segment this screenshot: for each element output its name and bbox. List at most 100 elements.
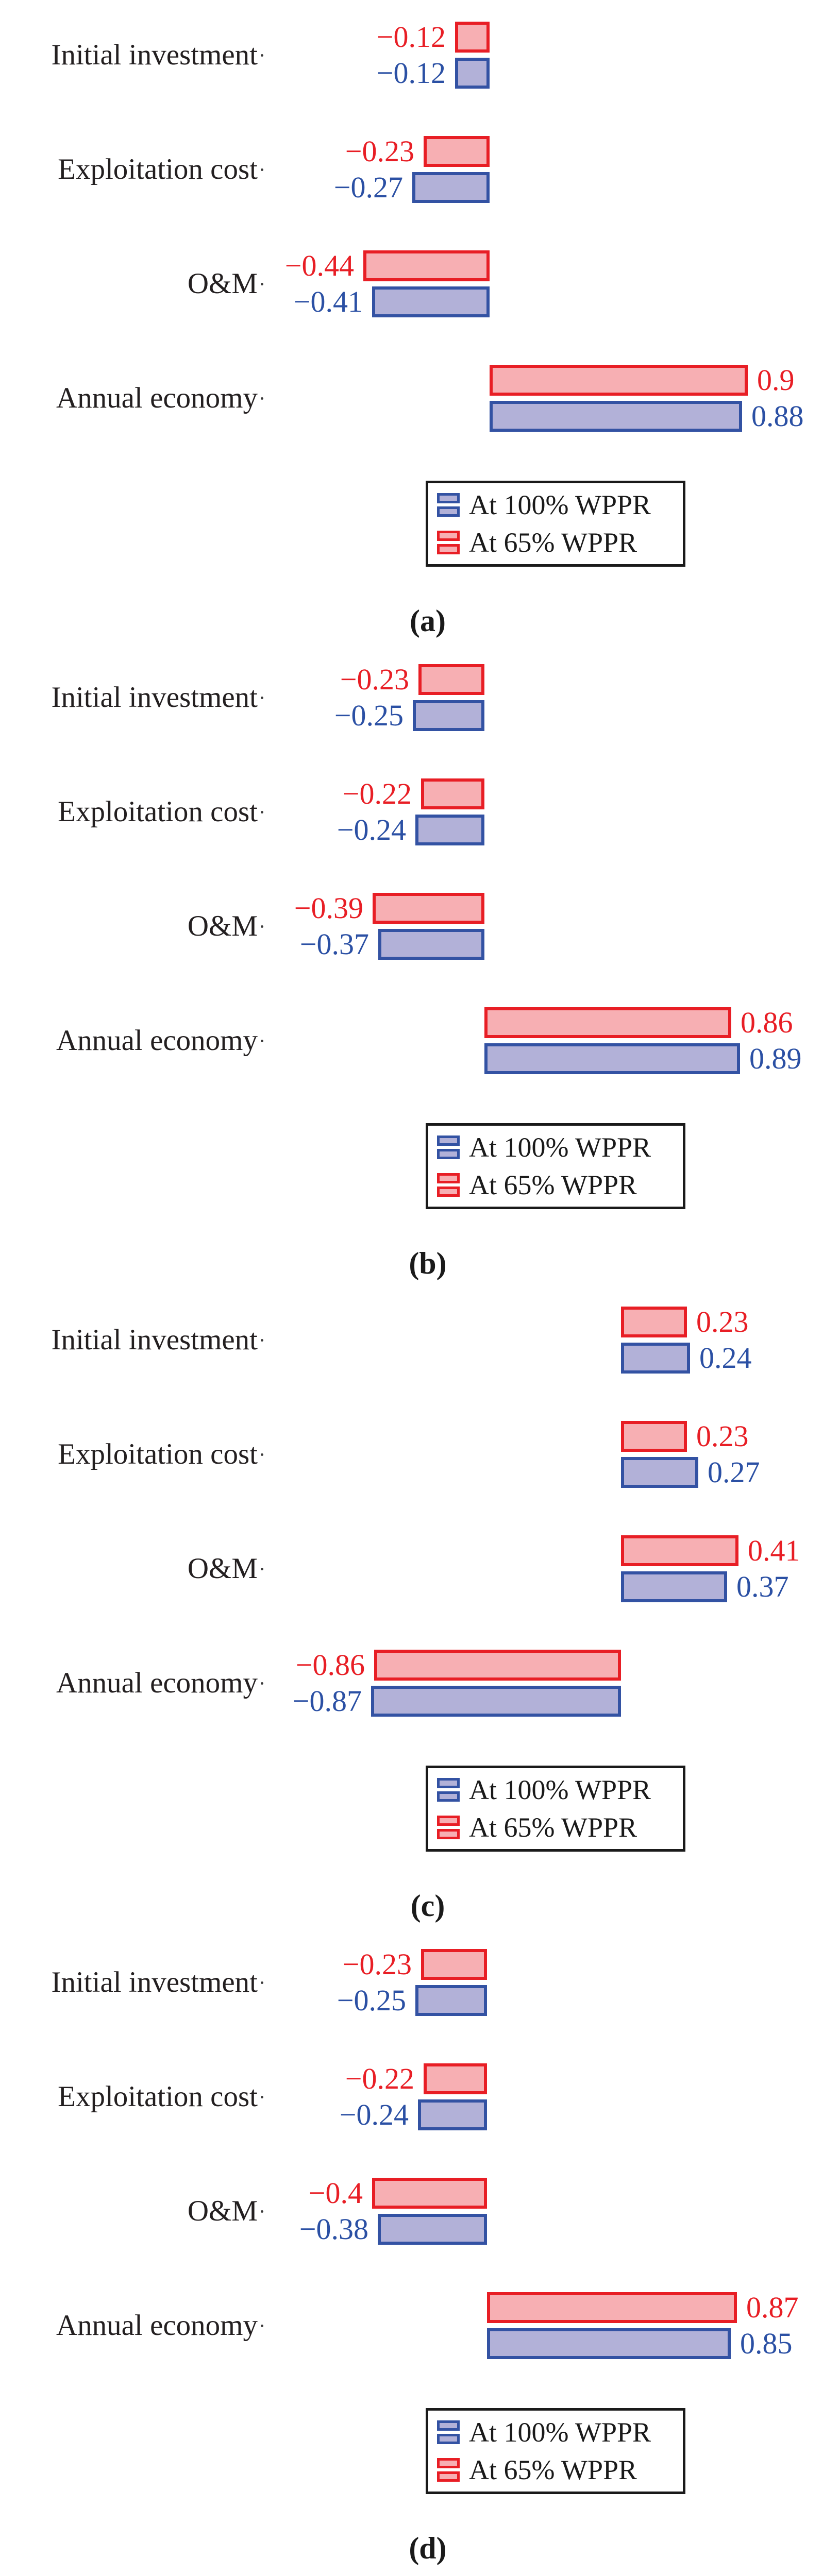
value-label-blue-a-1: −0.27 — [333, 171, 403, 204]
legend-key-blue-rect — [437, 1136, 460, 1146]
bar-blue-d-2 — [378, 2214, 487, 2245]
value-label-red-a-0: −0.12 — [376, 20, 446, 54]
category-label-d-0: Initial investment — [51, 1966, 258, 1998]
bar-blue-b-3 — [484, 1043, 740, 1074]
category-tick-dot — [261, 1453, 263, 1456]
category-tick-dot — [261, 1339, 263, 1342]
bar-red-d-0 — [421, 1949, 487, 1980]
panel-b: Initial investment −0.23 −0.25 Exploitation… — [0, 642, 823, 1285]
legend-key-red-rect — [437, 531, 460, 541]
bar-blue-d-3 — [487, 2328, 731, 2359]
bar-red-b-3 — [484, 1007, 731, 1038]
value-label-red-b-3: 0.86 — [741, 1006, 793, 1039]
category-label-b-2: O&M — [187, 910, 258, 942]
legend-label-65pct: At 65% WPPR — [469, 2454, 637, 2485]
bar-blue-a-0 — [455, 58, 490, 89]
legend-key-blue-rect — [437, 506, 460, 517]
value-label-blue-c-3: −0.87 — [292, 1684, 362, 1718]
bar-red-a-3 — [490, 365, 748, 396]
category-tick-dot — [261, 1040, 263, 1042]
bar-blue-b-1 — [415, 815, 484, 845]
bar-blue-c-2 — [621, 1571, 727, 1602]
caption-c: (c) — [410, 1889, 445, 1923]
bar-red-a-1 — [424, 136, 490, 167]
legend-label-100pct: At 100% WPPR — [469, 1132, 651, 1163]
value-label-red-a-1: −0.23 — [345, 134, 414, 168]
value-label-red-a-2: −0.44 — [284, 249, 354, 282]
value-label-red-b-0: −0.23 — [340, 663, 409, 696]
legend-label-65pct: At 65% WPPR — [469, 1170, 637, 1200]
category-tick-dot — [261, 168, 263, 171]
category-label-b-0: Initial investment — [51, 681, 258, 714]
legend-label-100pct: At 100% WPPR — [469, 489, 651, 520]
category-label-a-3: Annual economy — [56, 382, 258, 414]
legend-a: At 100% WPPR At 65% WPPR — [426, 481, 685, 567]
panel-c: Initial investment 0.23 0.24 Exploitation c… — [0, 1285, 823, 1927]
category-tick-dot — [261, 1568, 263, 1570]
value-label-blue-c-0: 0.24 — [699, 1341, 752, 1375]
legend-label-65pct: At 65% WPPR — [469, 1812, 637, 1843]
bar-red-b-0 — [418, 664, 484, 695]
category-tick-dot — [261, 811, 263, 814]
category-label-d-2: O&M — [187, 2195, 258, 2227]
category-label-c-1: Exploitation cost — [58, 1438, 258, 1470]
bar-red-a-2 — [363, 250, 490, 281]
bar-blue-c-3 — [371, 1686, 621, 1717]
value-label-blue-a-2: −0.41 — [293, 285, 363, 318]
bar-blue-a-1 — [412, 172, 490, 203]
value-label-blue-b-0: −0.25 — [334, 699, 404, 732]
value-label-red-a-3: 0.9 — [757, 363, 795, 397]
bar-red-d-1 — [424, 2063, 487, 2094]
category-label-c-3: Annual economy — [56, 1667, 258, 1699]
category-label-d-3: Annual economy — [56, 2309, 258, 2342]
value-label-red-b-2: −0.39 — [294, 891, 363, 925]
legend-key-blue-rect — [437, 1791, 460, 1802]
category-label-c-2: O&M — [187, 1552, 258, 1585]
legend-key-red-rect — [437, 1187, 460, 1197]
category-tick-dot — [261, 397, 263, 400]
category-tick-dot — [261, 925, 263, 928]
category-tick-dot — [261, 1682, 263, 1685]
panel-a: Initial investment −0.12 −0.12 Exploitation… — [0, 0, 823, 642]
value-label-red-c-3: −0.86 — [295, 1648, 365, 1682]
bar-blue-c-1 — [621, 1457, 698, 1488]
category-label-a-1: Exploitation cost — [58, 153, 258, 185]
value-label-red-d-3: 0.87 — [746, 2291, 799, 2324]
legend-label-100pct: At 100% WPPR — [469, 1774, 651, 1805]
legend-key-blue-rect — [437, 493, 460, 503]
legend-key-red-rect — [437, 2458, 460, 2468]
category-tick-dot — [261, 283, 263, 285]
bar-red-d-2 — [372, 2178, 487, 2209]
bar-blue-b-0 — [413, 700, 484, 731]
bar-blue-b-2 — [378, 929, 484, 960]
legend-key-blue-rect — [437, 2434, 460, 2444]
legend-label-100pct: At 100% WPPR — [469, 2417, 651, 2448]
value-label-blue-d-3: 0.85 — [740, 2327, 793, 2360]
value-label-blue-b-3: 0.89 — [749, 1042, 802, 1075]
legend-key-red-rect — [437, 2471, 460, 2482]
category-label-b-3: Annual economy — [56, 1024, 258, 1057]
bar-red-b-1 — [421, 778, 484, 809]
bar-red-d-3 — [487, 2292, 737, 2323]
value-label-blue-d-0: −0.25 — [337, 1984, 406, 2017]
bar-blue-d-0 — [415, 1985, 487, 2016]
value-label-blue-b-1: −0.24 — [337, 813, 406, 846]
value-label-red-c-2: 0.41 — [748, 1534, 800, 1567]
legend-c: At 100% WPPR At 65% WPPR — [426, 1766, 685, 1852]
category-label-a-2: O&M — [187, 267, 258, 300]
category-label-b-1: Exploitation cost — [58, 795, 258, 828]
legend-key-blue-rect — [437, 2420, 460, 2431]
caption-d: (d) — [409, 2531, 447, 2565]
value-label-red-b-1: −0.22 — [342, 777, 412, 810]
value-label-blue-a-3: 0.88 — [751, 399, 804, 433]
value-label-blue-d-1: −0.24 — [339, 2098, 409, 2131]
value-label-blue-b-2: −0.37 — [299, 927, 369, 961]
bar-blue-a-3 — [490, 401, 742, 432]
legend-key-red-rect — [437, 1173, 460, 1183]
value-label-blue-d-2: −0.38 — [299, 2212, 368, 2246]
legend-d: At 100% WPPR At 65% WPPR — [426, 2408, 685, 2494]
value-label-blue-c-2: 0.37 — [736, 1570, 789, 1603]
bar-blue-a-2 — [372, 286, 490, 317]
value-label-blue-a-0: −0.12 — [376, 56, 446, 90]
